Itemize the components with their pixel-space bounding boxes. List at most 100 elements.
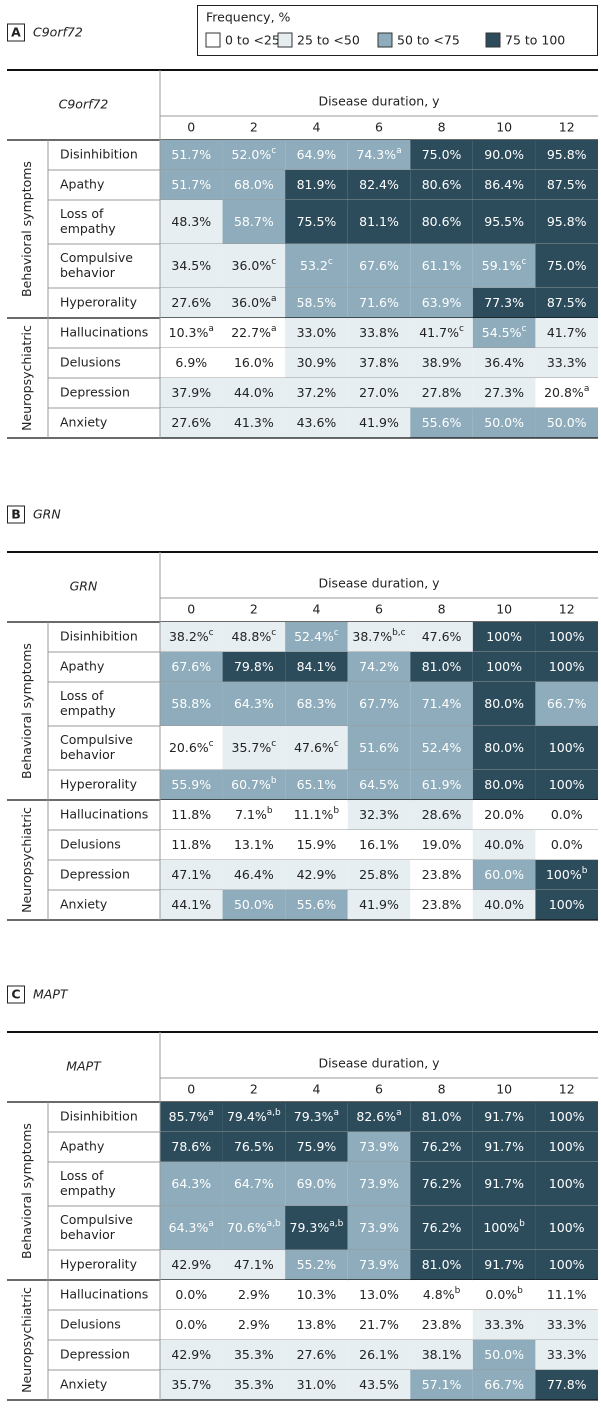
cell-bg	[285, 244, 348, 288]
cell-text: 82.6%a	[356, 1108, 401, 1124]
cell-value: 22.7%	[231, 325, 271, 340]
year-label: 10	[496, 120, 512, 135]
cell-note: a	[396, 146, 402, 156]
legend-label: 0 to <25	[225, 33, 280, 48]
cell-bg	[160, 890, 223, 920]
cell-bg	[285, 1250, 348, 1280]
cell-text: 33.3%	[484, 1317, 524, 1332]
cell-value: 51.6%	[359, 740, 399, 755]
cell-bg	[285, 1206, 348, 1250]
cell-bg	[285, 1102, 348, 1132]
cell-bg	[472, 1250, 536, 1280]
cell-note: a	[271, 324, 277, 334]
cell-value: 57.1%	[422, 1377, 462, 1392]
cell-bg	[410, 1310, 473, 1340]
cell-bg	[285, 200, 348, 244]
cell-bg	[222, 378, 286, 408]
cell-bg	[222, 726, 286, 770]
cell-value: 33.8%	[359, 325, 399, 340]
cell-value: 95.5%	[484, 214, 524, 229]
cell-value: 7.1%	[235, 807, 267, 822]
cell-value: 20.0%	[484, 807, 524, 822]
cell-value: 61.1%	[422, 258, 462, 273]
year-label: 8	[438, 120, 446, 135]
cell-text: 64.9%	[297, 147, 337, 162]
cell-text: 50.0%	[234, 897, 274, 912]
cell-bg	[285, 800, 348, 830]
cell-text: 52.4%c	[294, 628, 339, 644]
cell-bg	[222, 860, 286, 890]
cell-text: 30.9%	[297, 355, 337, 370]
cell-bg	[160, 170, 223, 200]
cell-value: 35.3%	[234, 1377, 274, 1392]
year-label: 0	[187, 1082, 195, 1097]
cell-text: 2.9%	[238, 1317, 270, 1332]
cell-bg	[160, 244, 223, 288]
cell-value: 44.1%	[171, 897, 211, 912]
cell-text: 67.7%	[359, 696, 399, 711]
cell-value: 2.9%	[238, 1317, 270, 1332]
cell-bg	[285, 1370, 348, 1400]
cell-value: 58.8%	[171, 696, 211, 711]
cell-value: 82.4%	[359, 177, 399, 192]
cell-value: 75.0%	[422, 147, 462, 162]
cell-bg	[285, 1132, 348, 1162]
cell-text: 80.6%	[422, 177, 462, 192]
cell-text: 100%	[486, 659, 522, 674]
cell-text: 64.7%	[234, 1176, 274, 1191]
cell-text: 79.4%a,b	[227, 1108, 281, 1124]
cell-value: 36.0%	[231, 295, 271, 310]
cell-bg	[160, 1102, 223, 1132]
year-label: 2	[250, 602, 258, 617]
cell-value: 84.1%	[297, 659, 337, 674]
cell-bg	[347, 1162, 411, 1206]
cell-bg	[222, 1250, 286, 1280]
legend-swatch	[377, 32, 393, 48]
cell-bg	[535, 890, 598, 920]
cell-bg	[347, 1132, 411, 1162]
cell-bg	[222, 652, 286, 682]
cell-text: 31.0%	[297, 1377, 337, 1392]
cell-value: 44.0%	[234, 385, 274, 400]
cell-text: 100%	[549, 1176, 585, 1191]
cell-text: 71.6%	[359, 295, 399, 310]
cell-value: 11.1%	[547, 1287, 587, 1302]
cell-text: 43.6%	[297, 415, 337, 430]
cell-text: 42.9%	[171, 1257, 211, 1272]
cell-value: 81.0%	[422, 1257, 462, 1272]
cell-value: 11.8%	[171, 807, 211, 822]
row-label: behavior	[60, 265, 116, 280]
group-label: Neuropsychiatric	[19, 325, 34, 431]
cell-text: 33.8%	[359, 325, 399, 340]
cell-text: 57.1%	[422, 1377, 462, 1392]
cell-text: 71.4%	[422, 696, 462, 711]
cell-text: 61.1%	[422, 258, 462, 273]
cell-text: 15.9%	[297, 837, 337, 852]
cell-value: 58.5%	[297, 295, 337, 310]
cell-bg	[410, 830, 473, 860]
panel-name: C9orf72	[33, 25, 83, 40]
year-label: 0	[187, 602, 195, 617]
cell-bg	[410, 288, 473, 318]
cell-bg	[472, 1340, 536, 1370]
cell-note: a	[271, 294, 277, 304]
cell-bg	[410, 726, 473, 770]
cell-bg	[472, 682, 536, 726]
cell-text: 25.8%	[359, 867, 399, 882]
cell-text: 60.0%	[484, 867, 524, 882]
year-label: 10	[496, 602, 512, 617]
cell-bg	[285, 170, 348, 200]
cell-value: 71.6%	[359, 295, 399, 310]
cell-value: 23.8%	[422, 897, 462, 912]
cell-value: 68.3%	[297, 696, 337, 711]
duration-label: Disease duration, y	[318, 1056, 440, 1071]
cell-text: 42.9%	[297, 867, 337, 882]
cell-bg	[347, 726, 411, 770]
cell-value: 38.2%	[169, 629, 209, 644]
cell-bg	[347, 1250, 411, 1280]
cell-text: 86.4%	[484, 177, 524, 192]
cell-text: 38.1%	[422, 1347, 462, 1362]
cell-text: 32.3%	[359, 807, 399, 822]
cell-value: 33.3%	[547, 1347, 587, 1362]
cell-text: 70.6%a,b	[227, 1219, 281, 1235]
